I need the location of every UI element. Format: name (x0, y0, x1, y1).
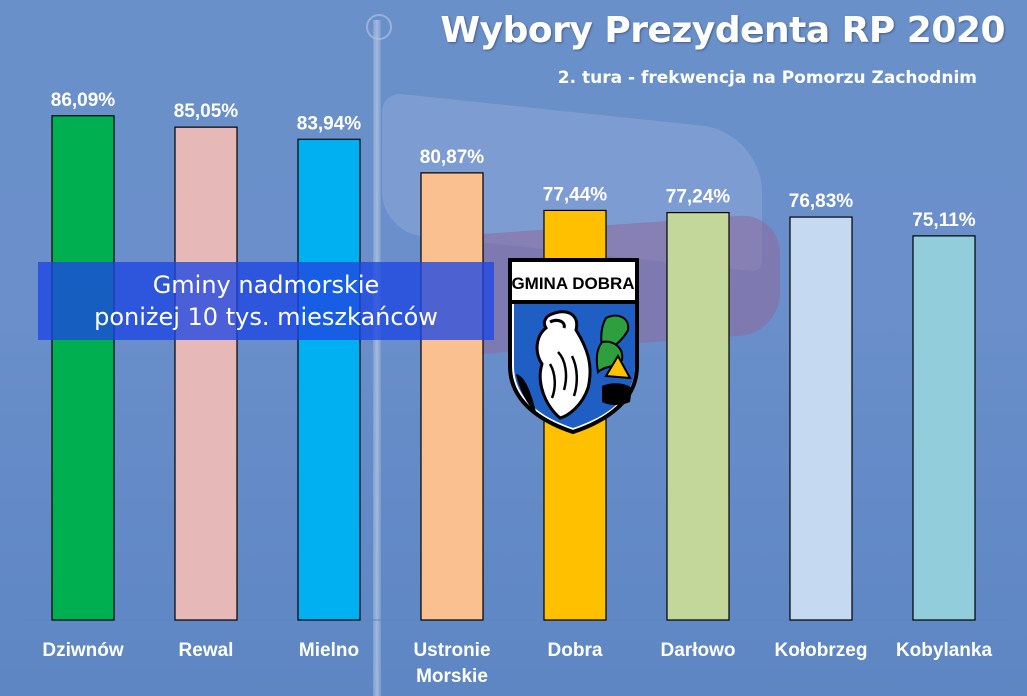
background-flagpole (373, 20, 381, 696)
data-label: 77,24% (666, 187, 731, 208)
background-flagpole-top (366, 14, 392, 40)
category-label: Ustronie Morskie (413, 640, 490, 687)
category-label: Mielno (299, 640, 359, 661)
bar (912, 235, 976, 621)
data-label: 86,09% (51, 90, 116, 111)
bar (51, 115, 115, 621)
annotation-line-1: Gminy nadmorskie (152, 271, 380, 299)
annotation-box: Gminy nadmorskie poniżej 10 tys. mieszka… (38, 262, 494, 340)
data-label: 85,05% (174, 101, 239, 122)
data-label: 80,87% (420, 147, 485, 168)
category-label: Dziwnów (42, 640, 123, 661)
annotation-line-2: poniżej 10 tys. mieszkańców (94, 303, 438, 331)
category-label: Kobylanka (896, 640, 993, 661)
chart-subtitle: 2. tura - frekwencja na Pomorzu Zachodni… (557, 68, 977, 88)
bar (789, 216, 853, 621)
emblem-label: GMINA DOBRA (511, 274, 634, 293)
chart-title: Wybory Prezydenta RP 2020 (440, 10, 1005, 51)
data-label: 75,11% (912, 210, 975, 231)
data-label: 83,94% (297, 113, 362, 134)
bar (174, 126, 238, 621)
bar (666, 211, 730, 621)
category-label: Darłowo (661, 640, 736, 661)
data-label: 76,83% (789, 191, 854, 212)
data-label: 77,44% (543, 184, 608, 205)
category-label: Kołobrzeg (775, 640, 868, 661)
category-label: Dobra (548, 640, 603, 661)
category-label: Rewal (179, 640, 234, 661)
eagle-coat-of-arms-icon: GMINA DOBRA (508, 258, 639, 435)
bar (297, 138, 361, 621)
bar (420, 172, 484, 621)
